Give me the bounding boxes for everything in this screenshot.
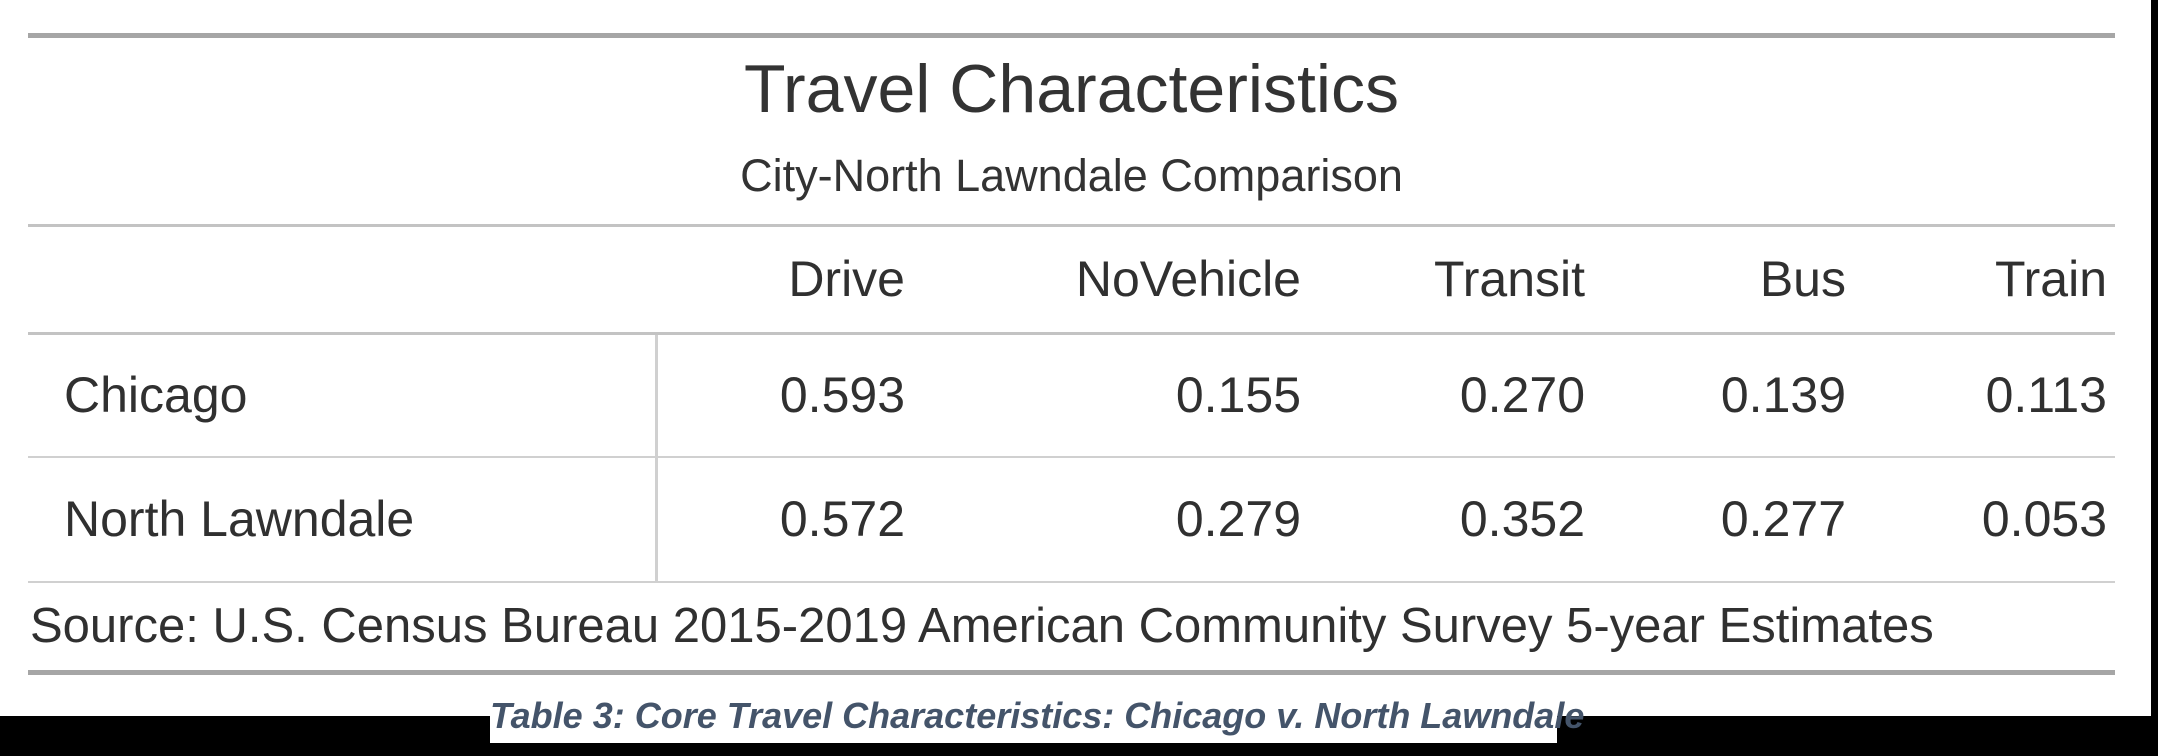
table-caption: Table 3: Core Travel Characteristics: Ch… [490,695,1585,736]
table-header-row: Drive NoVehicle Transit Bus Train [0,227,2158,332]
right-edge-background [2151,0,2158,756]
table-row: Chicago 0.593 0.155 0.270 0.139 0.113 [0,335,2158,456]
table-subtitle: City-North Lawndale Comparison [740,150,1403,201]
rule-below-header [28,332,2115,335]
value-chicago-transit: 0.270 [1459,366,1585,423]
rule-below-row-1 [28,456,2115,458]
value-chicago-drive: 0.593 [779,366,905,423]
top-rule [28,33,2115,38]
table-row: North Lawndale 0.572 0.279 0.352 0.277 0… [0,458,2158,581]
source-note: Source: U.S. Census Bureau 2015-2019 Ame… [30,598,1934,653]
value-north-lawndale-novehicle: 0.279 [1175,490,1301,547]
rule-below-subtitle [28,224,2115,227]
column-header-transit: Transit [1434,250,1585,307]
table-title: Travel Characteristics [744,51,1399,127]
bottom-rule [28,670,2115,675]
value-north-lawndale-bus: 0.277 [1720,490,1846,547]
value-north-lawndale-train: 0.053 [1981,490,2107,547]
value-north-lawndale-drive: 0.572 [779,490,905,547]
value-chicago-bus: 0.139 [1720,366,1846,423]
value-chicago-novehicle: 0.155 [1175,366,1301,423]
column-header-drive: Drive [788,250,905,307]
caption-background-box [490,716,1557,743]
row-label-north-lawndale: North Lawndale [64,490,415,547]
source-row: Source: U.S. Census Bureau 2015-2019 Ame… [0,583,2158,670]
column-header-bus: Bus [1759,250,1846,307]
column-header-train: Train [1994,250,2107,307]
rule-below-row-2 [28,581,2115,583]
row-label-chicago: Chicago [64,366,248,423]
value-chicago-train: 0.113 [1985,366,2107,423]
value-north-lawndale-transit: 0.352 [1459,490,1585,547]
column-header-novehicle: NoVehicle [1075,250,1301,307]
column-divider [655,335,658,581]
